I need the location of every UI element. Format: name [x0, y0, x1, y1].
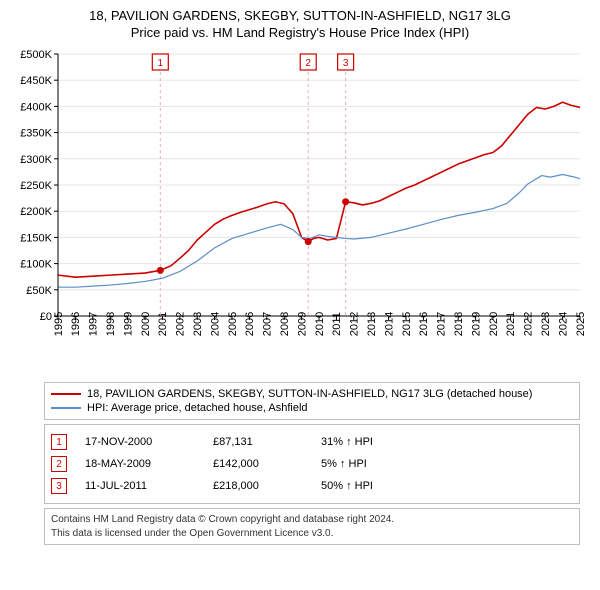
svg-text:£400K: £400K [20, 101, 52, 113]
legend-row: HPI: Average price, detached house, Ashf… [51, 401, 573, 415]
svg-text:£100K: £100K [20, 259, 52, 271]
svg-text:3: 3 [343, 58, 349, 69]
event-price: £142,000 [213, 458, 303, 470]
svg-text:£450K: £450K [20, 75, 52, 87]
svg-text:£200K: £200K [20, 206, 52, 218]
svg-text:1997: 1997 [88, 312, 100, 336]
svg-text:2004: 2004 [209, 312, 221, 336]
event-marker-icon: 1 [51, 434, 67, 450]
svg-text:2007: 2007 [262, 312, 274, 336]
svg-text:2016: 2016 [418, 312, 430, 336]
event-date: 18-MAY-2009 [85, 458, 195, 470]
chart-area: £0 £50K £100K £150K £200K £250K £300K £350K £400… [10, 46, 590, 376]
legend-label-property: 18, PAVILION GARDENS, SKEGBY, SUTTON-IN-… [87, 388, 532, 400]
svg-text:2025: 2025 [575, 312, 587, 336]
svg-text:2021: 2021 [505, 312, 517, 336]
svg-text:2014: 2014 [383, 312, 395, 336]
svg-text:2015: 2015 [401, 312, 413, 336]
svg-text:2005: 2005 [227, 312, 239, 336]
event-date: 11-JUL-2011 [85, 480, 195, 492]
svg-text:£350K: £350K [20, 128, 52, 140]
event-pct: 5% ↑ HPI [321, 458, 421, 470]
svg-text:1998: 1998 [105, 312, 117, 336]
svg-text:£500K: £500K [20, 49, 52, 61]
svg-text:2006: 2006 [244, 312, 256, 336]
svg-text:£300K: £300K [20, 154, 52, 166]
legend-swatch-property [51, 393, 81, 395]
svg-text:1995: 1995 [53, 312, 65, 336]
legend-label-hpi: HPI: Average price, detached house, Ashf… [87, 402, 308, 414]
footer-box: Contains HM Land Registry data © Crown c… [44, 508, 580, 545]
svg-text:£150K: £150K [20, 232, 52, 244]
svg-text:2023: 2023 [540, 312, 552, 336]
svg-text:1999: 1999 [122, 312, 134, 336]
svg-text:2012: 2012 [349, 312, 361, 336]
svg-text:2013: 2013 [366, 312, 378, 336]
svg-text:2: 2 [305, 58, 311, 69]
footer-line-2: This data is licensed under the Open Gov… [51, 527, 573, 541]
svg-text:2019: 2019 [470, 312, 482, 336]
svg-text:1: 1 [158, 58, 164, 69]
svg-text:2009: 2009 [296, 312, 308, 336]
svg-text:1996: 1996 [70, 312, 82, 336]
svg-text:£250K: £250K [20, 180, 52, 192]
legend-box: 18, PAVILION GARDENS, SKEGBY, SUTTON-IN-… [44, 382, 580, 420]
title-block: 18, PAVILION GARDENS, SKEGBY, SUTTON-IN-… [10, 8, 590, 40]
event-price: £218,000 [213, 480, 303, 492]
event-row: 3 11-JUL-2011 £218,000 50% ↑ HPI [51, 475, 573, 497]
event-row: 1 17-NOV-2000 £87,131 31% ↑ HPI [51, 431, 573, 453]
svg-text:2008: 2008 [279, 312, 291, 336]
legend-swatch-hpi [51, 407, 81, 409]
title-line-2: Price paid vs. HM Land Registry's House … [10, 25, 590, 40]
event-date: 17-NOV-2000 [85, 436, 195, 448]
svg-text:2010: 2010 [314, 312, 326, 336]
footer-line-1: Contains HM Land Registry data © Crown c… [51, 513, 573, 527]
event-row: 2 18-MAY-2009 £142,000 5% ↑ HPI [51, 453, 573, 475]
svg-text:2017: 2017 [436, 312, 448, 336]
event-pct: 50% ↑ HPI [321, 480, 421, 492]
svg-text:2024: 2024 [557, 312, 569, 336]
title-line-1: 18, PAVILION GARDENS, SKEGBY, SUTTON-IN-… [10, 8, 590, 23]
legend-row: 18, PAVILION GARDENS, SKEGBY, SUTTON-IN-… [51, 387, 573, 401]
chart-container: 18, PAVILION GARDENS, SKEGBY, SUTTON-IN-… [0, 0, 600, 551]
event-marker-icon: 2 [51, 456, 67, 472]
event-marker-icon: 3 [51, 478, 67, 494]
svg-text:£0: £0 [40, 311, 52, 323]
svg-text:2022: 2022 [523, 312, 535, 336]
svg-text:2000: 2000 [140, 312, 152, 336]
event-pct: 31% ↑ HPI [321, 436, 421, 448]
event-price: £87,131 [213, 436, 303, 448]
svg-text:2003: 2003 [192, 312, 204, 336]
svg-text:2001: 2001 [157, 312, 169, 336]
events-box: 1 17-NOV-2000 £87,131 31% ↑ HPI 2 18-MAY… [44, 424, 580, 504]
svg-text:£50K: £50K [26, 285, 52, 297]
svg-text:2018: 2018 [453, 312, 465, 336]
line-chart-svg: £0 £50K £100K £150K £200K £250K £300K £350K £400… [10, 46, 590, 376]
svg-text:2020: 2020 [488, 312, 500, 336]
svg-text:2002: 2002 [175, 312, 187, 336]
